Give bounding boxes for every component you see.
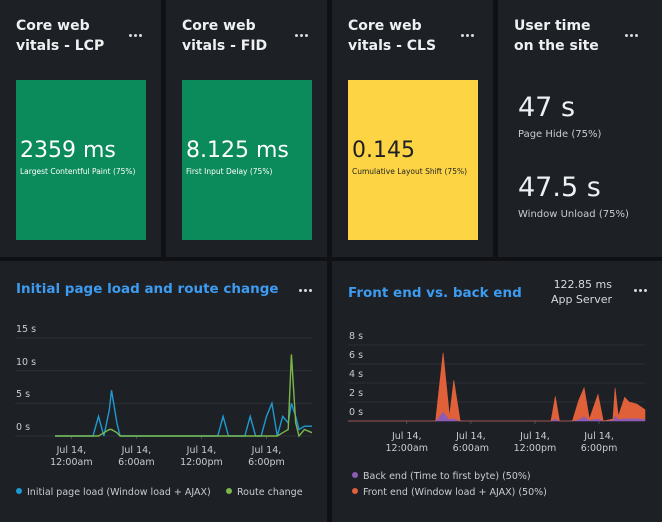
kpi-panel: Core web vitals - LCP 2359 ms Largest Cont… <box>0 0 161 257</box>
tile-title: User time on the site <box>514 18 599 54</box>
legend-label: Back end (Time to first byte) (50%) <box>363 471 531 482</box>
y-tick-label: 2 s <box>349 388 364 399</box>
chart-panel: Initial page load and route change 15 s 10… <box>0 261 327 522</box>
line <box>55 354 313 438</box>
tile-title: Core web vitals - LCP <box>16 18 105 54</box>
area <box>348 352 646 422</box>
kpi-label: Page Hide (75%) <box>518 129 602 140</box>
kpi-label: Cumulative Layout Shift (75%) <box>352 167 468 176</box>
legend-swatch <box>352 488 358 494</box>
kpi-box: 0.145 Cumulative Layout Shift (75%) <box>348 80 478 240</box>
y-tick-label: 6 s <box>349 350 364 361</box>
kpi-value: 47 s <box>518 92 576 123</box>
menu-button[interactable] <box>634 289 648 293</box>
kpi-panel: Core web vitals - CLS 0.145 Cumulative Lay… <box>332 0 493 257</box>
menu-button[interactable] <box>295 34 309 38</box>
menu-button[interactable] <box>461 34 475 38</box>
legend-item: Route change <box>226 487 303 498</box>
menu-button[interactable] <box>129 34 143 38</box>
legend-label: Front end (Window load + AJAX) (50%) <box>363 487 547 498</box>
kpi-value: 2359 ms <box>20 138 116 163</box>
chart-panel: Front end vs. back end 122.85 ms App Serve… <box>332 261 662 522</box>
summary-label: App Server <box>550 293 612 306</box>
y-tick-label: 15 s <box>16 324 37 336</box>
x-tick-label: Jul 14, 6:00am <box>118 445 155 468</box>
tile-title: Core web vitals - FID <box>182 18 268 54</box>
kpi-panel: User time on the site 47 s Page Hide (75%)… <box>498 0 662 257</box>
plot <box>348 344 646 424</box>
legend-item: Front end (Window load + AJAX) (50%) <box>352 487 547 498</box>
y-tick-label: 8 s <box>349 331 364 342</box>
kpi-box: 2359 ms Largest Contentful Paint (75%) <box>16 80 146 240</box>
kpi-label: First Input Delay (75%) <box>186 167 273 176</box>
legend-item: Initial page load (Window load + AJAX) <box>16 487 211 498</box>
summary-value: 122.85 ms <box>553 278 612 291</box>
legend-item: Back end (Time to first byte) (50%) <box>352 471 531 482</box>
menu-button[interactable] <box>299 289 313 293</box>
kpi-value: 47.5 s <box>518 172 601 203</box>
legend-swatch <box>226 488 232 494</box>
kpi-label: Largest Contentful Paint (75%) <box>20 167 136 176</box>
x-tick-label: Jul 14, 12:00pm <box>180 445 223 468</box>
x-tick-label: Jul 14, 6:00pm <box>580 431 618 454</box>
x-tick-label: Jul 14, 12:00am <box>50 445 93 468</box>
legend-swatch <box>16 488 22 494</box>
chart-title: Initial page load and route change <box>16 281 279 297</box>
x-tick-label: Jul 14, 6:00pm <box>248 445 285 468</box>
x-tick-label: Jul 14, 6:00am <box>452 431 490 454</box>
menu-button[interactable] <box>625 34 639 38</box>
y-tick-label: 0 s <box>349 407 364 418</box>
y-tick-label: 0 s <box>16 422 31 433</box>
kpi-value: 8.125 ms <box>186 138 289 163</box>
legend-label: Route change <box>237 487 303 498</box>
y-tick-label: 4 s <box>349 369 364 380</box>
kpi-panel: Core web vitals - FID 8.125 ms First Input… <box>166 0 327 257</box>
plot <box>15 337 313 439</box>
tile-title: Core web vitals - CLS <box>348 18 437 54</box>
kpi-box: 8.125 ms First Input Delay (75%) <box>182 80 312 240</box>
legend-swatch <box>352 472 358 478</box>
line <box>55 390 312 437</box>
chart-title: Front end vs. back end <box>348 285 522 301</box>
x-tick-label: Jul 14, 12:00pm <box>513 431 557 454</box>
x-tick-label: Jul 14, 12:00am <box>385 431 428 454</box>
kpi-label: Window Unload (75%) <box>518 209 629 220</box>
legend-label: Initial page load (Window load + AJAX) <box>27 487 211 498</box>
kpi-value: 0.145 <box>352 138 415 163</box>
y-tick-label: 10 s <box>16 356 37 368</box>
y-tick-label: 5 s <box>16 389 31 401</box>
